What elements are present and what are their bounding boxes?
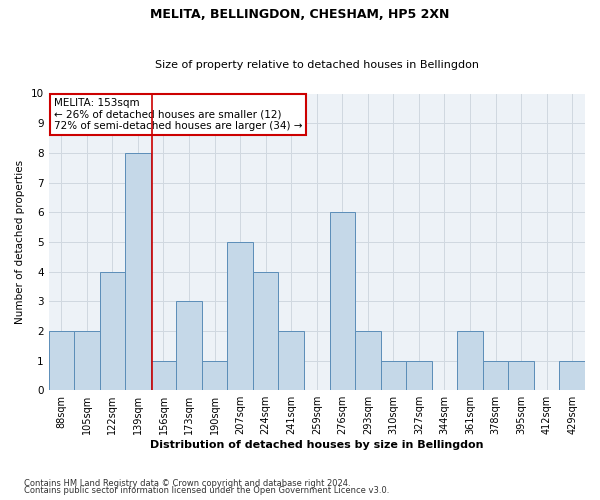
- Bar: [329, 212, 355, 390]
- Bar: [125, 153, 151, 390]
- Text: Contains HM Land Registry data © Crown copyright and database right 2024.: Contains HM Land Registry data © Crown c…: [24, 478, 350, 488]
- Text: MELITA: 153sqm
← 26% of detached houses are smaller (12)
72% of semi-detached ho: MELITA: 153sqm ← 26% of detached houses …: [54, 98, 302, 131]
- Y-axis label: Number of detached properties: Number of detached properties: [15, 160, 25, 324]
- Bar: [227, 242, 253, 390]
- Bar: [406, 360, 432, 390]
- Text: Contains public sector information licensed under the Open Government Licence v3: Contains public sector information licen…: [24, 486, 389, 495]
- Title: Size of property relative to detached houses in Bellingdon: Size of property relative to detached ho…: [155, 60, 479, 70]
- Bar: [483, 360, 508, 390]
- Bar: [457, 331, 483, 390]
- Bar: [355, 331, 380, 390]
- Bar: [100, 272, 125, 390]
- Bar: [74, 331, 100, 390]
- X-axis label: Distribution of detached houses by size in Bellingdon: Distribution of detached houses by size …: [150, 440, 484, 450]
- Bar: [278, 331, 304, 390]
- Bar: [202, 360, 227, 390]
- Bar: [151, 360, 176, 390]
- Bar: [176, 301, 202, 390]
- Bar: [49, 331, 74, 390]
- Bar: [253, 272, 278, 390]
- Bar: [380, 360, 406, 390]
- Text: MELITA, BELLINGDON, CHESHAM, HP5 2XN: MELITA, BELLINGDON, CHESHAM, HP5 2XN: [151, 8, 449, 20]
- Bar: [508, 360, 534, 390]
- Bar: [559, 360, 585, 390]
